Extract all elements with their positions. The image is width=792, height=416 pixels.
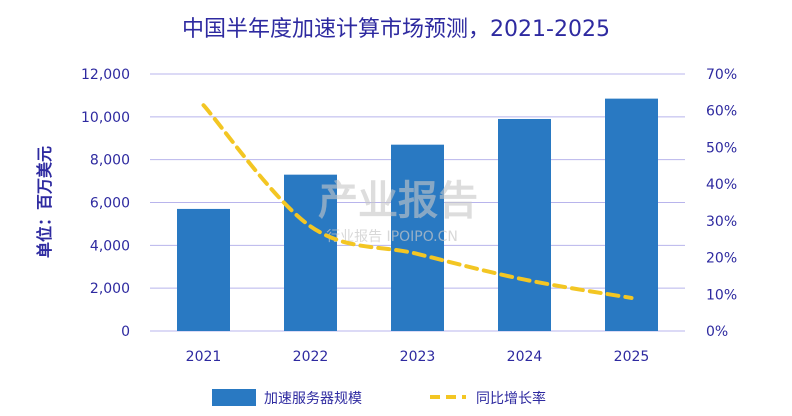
y-tick-label: 8,000	[90, 153, 130, 169]
watermark-sub: 行业报告 IPOIPO.CN	[326, 229, 458, 245]
legend-bar-swatch	[212, 389, 256, 406]
left-axis: 0 2,000 4,000 6,000 8,000 10,000 12,000	[81, 67, 130, 340]
legend-bar-label: 加速服务器规模	[264, 391, 362, 407]
watermark-main: 产业报告	[318, 178, 478, 224]
bar	[605, 98, 658, 331]
legend-line-label: 同比增长率	[476, 390, 546, 407]
bar	[177, 208, 230, 331]
bar	[391, 144, 444, 331]
y2-tick-label: 70%	[706, 67, 737, 83]
y2-tick-label: 60%	[706, 104, 737, 120]
y-tick-label: 4,000	[90, 238, 130, 254]
y-tick-label: 6,000	[90, 196, 130, 212]
y2-tick-label: 30%	[706, 214, 737, 230]
right-axis: 0% 10% 20% 30% 40% 50% 60% 70%	[706, 67, 737, 340]
y-tick-label: 12,000	[81, 67, 130, 83]
growth-rate-line	[201, 103, 634, 300]
x-tick-label: 2025	[614, 349, 650, 365]
x-tick-label: 2022	[293, 349, 329, 365]
x-axis: 2021 2022 2023 2024 2025	[186, 349, 650, 365]
bar-series	[177, 98, 658, 331]
y-tick-label: 0	[121, 324, 130, 340]
legend: 加速服务器规模 同比增长率	[212, 389, 546, 407]
y-tick-label: 10,000	[81, 110, 130, 126]
watermark: 产业报告 行业报告 IPOIPO.CN	[318, 178, 478, 245]
y2-tick-label: 40%	[706, 177, 737, 193]
chart-title: 中国半年度加速计算市场预测，2021-2025	[182, 17, 610, 42]
y2-tick-label: 0%	[706, 324, 728, 340]
x-tick-label: 2024	[507, 349, 543, 365]
y2-tick-label: 10%	[706, 287, 737, 303]
x-tick-label: 2021	[186, 349, 222, 365]
y2-tick-label: 20%	[706, 251, 737, 267]
x-tick-label: 2023	[400, 349, 436, 365]
y-tick-label: 2,000	[90, 281, 130, 297]
bar	[284, 174, 337, 331]
y-axis-label: 单位：百万美元	[35, 146, 54, 258]
y2-tick-label: 50%	[706, 140, 737, 156]
bar	[498, 118, 551, 331]
